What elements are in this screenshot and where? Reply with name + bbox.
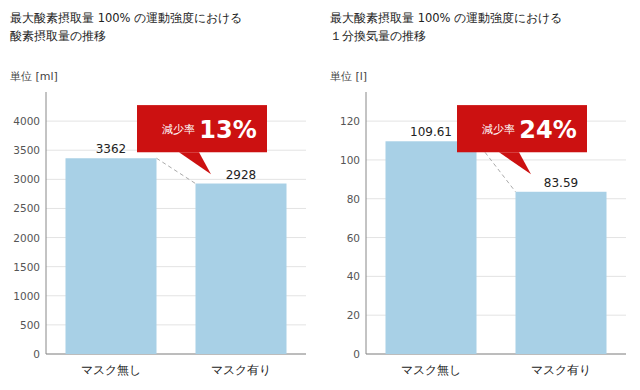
chart: 最大酸素摂取量 100% の運動強度における １分換気量の推移単位 [l] 0 20 4… <box>320 0 640 390</box>
tick-label: 60 <box>347 232 360 244</box>
tick-label: 0 <box>353 348 360 360</box>
bar <box>196 184 287 354</box>
tick-label: 3500 <box>13 144 40 156</box>
tick-label: 4000 <box>13 115 40 127</box>
bubble-tail <box>499 152 531 174</box>
axis-label: 単位 [l] <box>330 70 367 83</box>
bubble <box>457 105 587 152</box>
tick-label: 0 <box>33 348 40 360</box>
chart: 最大酸素摂取量 100% の運動強度における酸素摂取量の推移単位 [ml] 0 50… <box>0 0 320 390</box>
data-label: 109.61 <box>410 125 452 139</box>
tick-label: 1000 <box>13 290 40 302</box>
bubble <box>137 105 267 152</box>
annotation-text: 減少率 <box>482 123 515 136</box>
bubble-tail <box>179 152 211 174</box>
annotation-text: 13% <box>199 116 256 144</box>
tick-label: 40 <box>347 270 360 282</box>
subtitle: 酸素摂取量の推移 <box>10 29 106 43</box>
annotation: 減少率 24% <box>457 105 587 174</box>
tick-label: マスク無し <box>81 363 141 377</box>
marks <box>66 158 287 354</box>
tick-label: 2000 <box>13 232 40 244</box>
title: 最大酸素摂取量 100% の運動強度における <box>330 11 562 25</box>
bar <box>386 141 477 354</box>
bar <box>516 192 607 354</box>
subtitle: １分換気量の推移 <box>330 29 426 43</box>
tick-label: マスク無し <box>401 363 461 377</box>
data-label: 83.59 <box>544 176 578 190</box>
tick-label: 500 <box>20 319 40 331</box>
connector-line <box>157 158 196 183</box>
annotation: 減少率 13% <box>137 105 267 174</box>
annotation-text: 減少率 <box>162 123 195 136</box>
marks <box>386 141 607 354</box>
tick-label: 120 <box>340 115 360 127</box>
tick-label: マスク有り <box>211 363 271 377</box>
tick-label: マスク有り <box>531 363 591 377</box>
tick-label: 1500 <box>13 261 40 273</box>
y-axis <box>366 92 367 354</box>
tick-label: 2500 <box>13 202 40 214</box>
tick-label: 80 <box>347 193 360 205</box>
tick-label: 20 <box>347 309 360 321</box>
y-axis <box>46 92 47 354</box>
tick-label: 3000 <box>13 173 40 185</box>
annotation-text: 24% <box>519 116 576 144</box>
data-label: 2928 <box>226 168 257 182</box>
axis-label: 単位 [ml] <box>10 70 58 83</box>
title: 最大酸素摂取量 100% の運動強度における <box>10 11 242 25</box>
tick-label: 100 <box>340 154 360 166</box>
data-label: 3362 <box>96 142 127 156</box>
chart-container: 最大酸素摂取量 100% の運動強度における酸素摂取量の推移単位 [ml]050… <box>0 0 640 390</box>
bar <box>66 158 157 354</box>
